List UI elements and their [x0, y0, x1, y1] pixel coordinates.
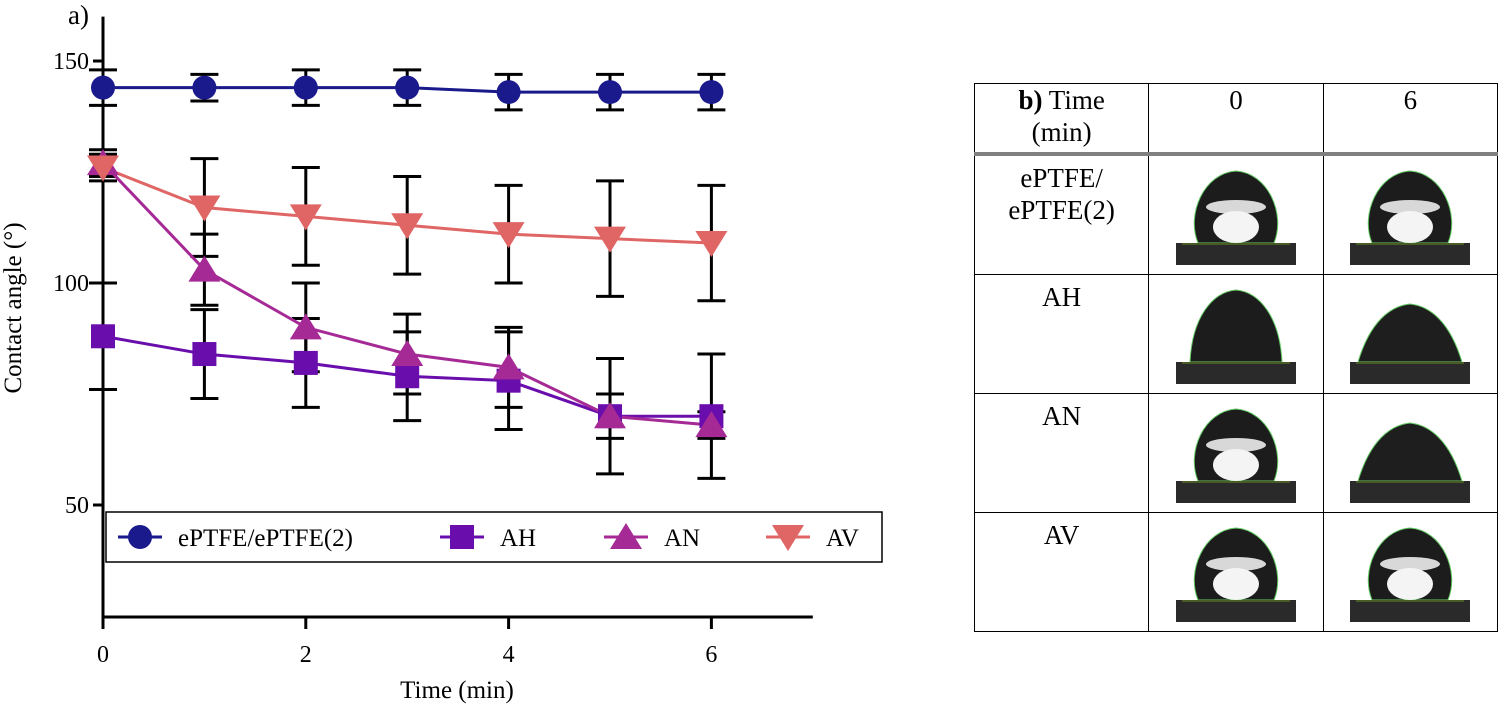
row-label: ePTFE/ePTFE(2) [973, 153, 1150, 275]
droplet-cell-time-6 [1322, 274, 1499, 394]
y-axis-label: Contact angle (°) [0, 222, 27, 393]
data-point [594, 402, 626, 429]
row-label: AN [973, 393, 1150, 513]
data-point [695, 411, 728, 438]
data-point [391, 213, 424, 240]
y-tick-label: 100 [53, 271, 89, 297]
row-label-line1: AH [1042, 282, 1082, 312]
data-point [699, 80, 724, 105]
table-row: AV [973, 512, 1499, 632]
x-axis-label: Time (min) [400, 677, 514, 704]
legend-marker [450, 525, 474, 549]
droplet-photo [1175, 159, 1296, 265]
contact-angle-chart: a) 50 100 150 0 2 4 6 ePTFE/ePTFE(2) AH AN AV Tim… [0, 0, 883, 704]
data-point [188, 255, 221, 282]
droplet-cell-time-0 [1148, 274, 1324, 394]
data-point [192, 75, 217, 100]
data-point [91, 75, 115, 100]
row-label: AV [973, 512, 1150, 632]
droplet-cell-time-0 [1148, 393, 1324, 513]
droplet-photo [1350, 516, 1471, 622]
table-header-row: b) Time (min) 0 6 [973, 83, 1499, 156]
droplet-photo [1175, 397, 1296, 503]
data-point [289, 313, 322, 340]
header-time-text: Time [1048, 85, 1105, 115]
series-markers [87, 75, 728, 438]
table-row: AH [973, 274, 1499, 394]
data-point [293, 75, 318, 100]
droplet-cell-time-0 [1148, 512, 1324, 632]
x-tick-label: 4 [503, 642, 515, 668]
legend-label: ePTFE/ePTFE(2) [178, 525, 353, 552]
droplet-photo [1350, 397, 1471, 503]
droplet-cell-time-0 [1148, 153, 1324, 275]
droplet-photo [1175, 278, 1296, 384]
row-label-line2: ePTFE(2) [1008, 195, 1115, 225]
row-label-line1: ePTFE/ [1020, 163, 1103, 193]
data-point [594, 226, 626, 253]
droplet-image-table: b) Time (min) 0 6 ePTFE/ePTFE(2) AH AN AV [973, 83, 1499, 632]
table-row: ePTFE/ePTFE(2) [973, 153, 1499, 275]
header-min-text: (min) [1031, 117, 1092, 147]
droplet-photo [1175, 516, 1296, 622]
row-label-line1: AV [1043, 520, 1080, 550]
data-point [192, 342, 217, 367]
data-point [289, 204, 322, 231]
droplet-cell-time-6 [1322, 393, 1499, 513]
panel-b-label: b) [1018, 85, 1043, 115]
data-point [395, 364, 420, 389]
x-tick-label: 0 [97, 642, 109, 668]
legend-label: AV [826, 525, 859, 552]
legend-marker [772, 525, 804, 551]
chart-axes: 50 100 150 0 2 4 6 [53, 16, 813, 668]
row-label-line1: AN [1042, 401, 1082, 431]
chart-legend: ePTFE/ePTFE(2) AH AN AV [105, 511, 883, 563]
data-point [91, 324, 115, 349]
data-point [492, 353, 525, 380]
legend-marker [128, 525, 152, 549]
legend-marker [610, 523, 642, 549]
data-point [695, 231, 728, 258]
data-point [87, 155, 119, 182]
data-point [598, 80, 622, 105]
y-tick-label: 150 [53, 49, 89, 75]
data-point [293, 350, 318, 375]
data-point [188, 195, 221, 222]
panel-a-label: a) [68, 0, 89, 30]
data-point [395, 75, 420, 100]
legend-label: AH [500, 525, 536, 552]
data-point [492, 222, 525, 249]
header-col-0: 0 [1148, 83, 1324, 156]
legend-box [105, 511, 883, 563]
droplet-cell-time-6 [1322, 153, 1499, 275]
x-tick-label: 6 [705, 642, 717, 668]
table-row: AN [973, 393, 1499, 513]
header-time-label: b) Time (min) [973, 83, 1150, 156]
droplet-cell-time-6 [1322, 512, 1499, 632]
header-col-6: 6 [1322, 83, 1499, 156]
droplet-photo [1350, 159, 1471, 265]
x-tick-label: 2 [300, 642, 312, 668]
row-label: AH [973, 274, 1150, 394]
droplet-photo [1350, 278, 1471, 384]
data-point [391, 340, 424, 367]
data-point [496, 80, 521, 105]
legend-label: AN [664, 525, 700, 552]
y-tick-label: 50 [65, 493, 89, 519]
